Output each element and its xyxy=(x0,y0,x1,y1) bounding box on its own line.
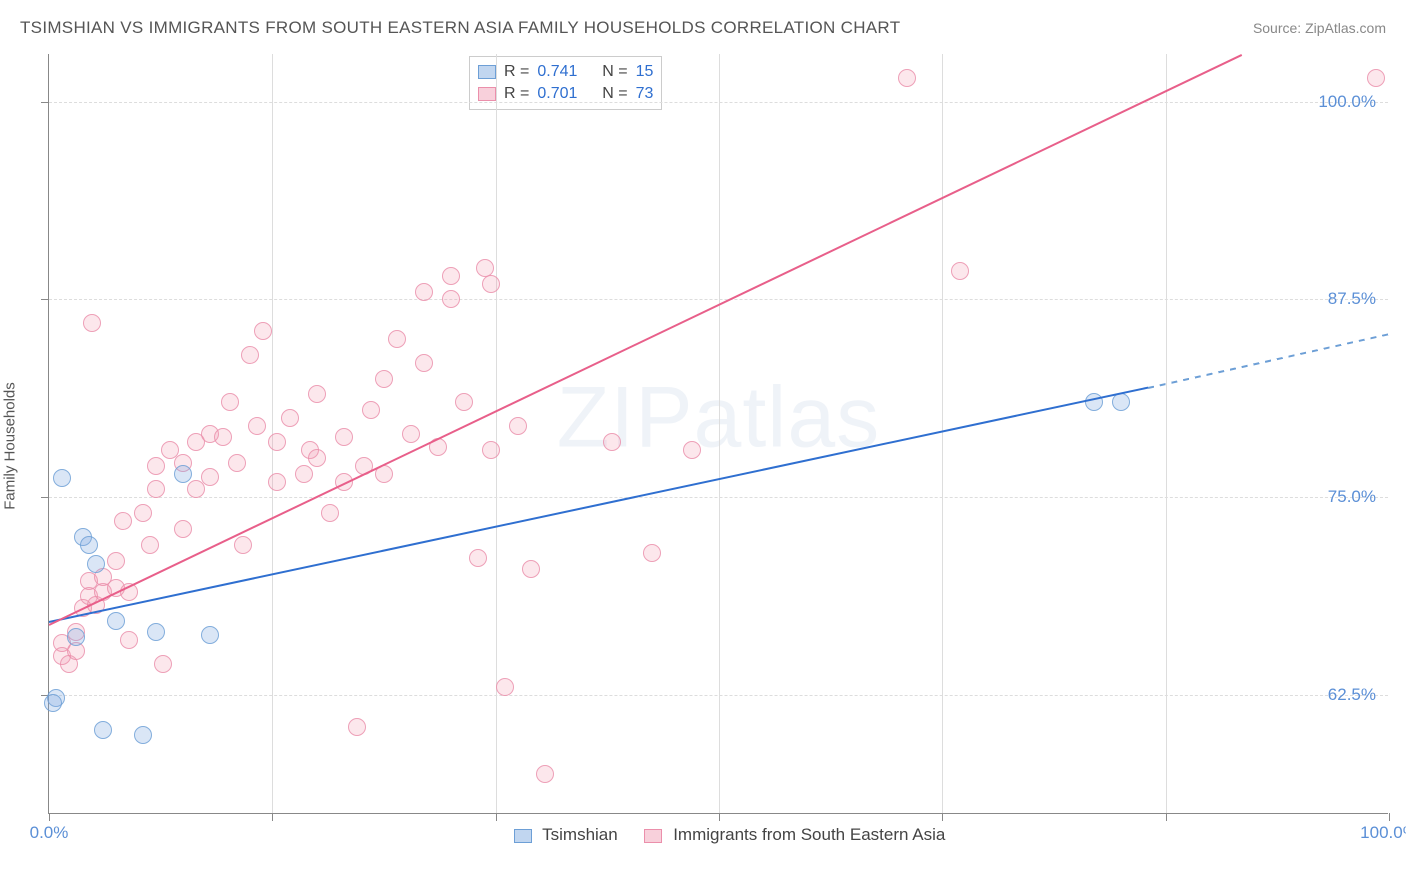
data-point-pink xyxy=(214,428,232,446)
swatch-pink-icon xyxy=(644,829,662,843)
y-tick-label: 62.5% xyxy=(1328,685,1376,705)
data-point-blue xyxy=(201,626,219,644)
data-point-pink xyxy=(362,401,380,419)
data-point-pink xyxy=(201,468,219,486)
trendline-blue xyxy=(49,387,1148,623)
gridline-v xyxy=(719,54,720,813)
data-point-pink xyxy=(442,267,460,285)
data-point-blue xyxy=(94,721,112,739)
data-point-pink xyxy=(951,262,969,280)
data-point-pink xyxy=(308,385,326,403)
y-tick-label: 100.0% xyxy=(1318,92,1376,112)
y-tick xyxy=(41,102,49,103)
data-point-pink xyxy=(482,441,500,459)
chart-header: TSIMSHIAN VS IMMIGRANTS FROM SOUTH EASTE… xyxy=(20,18,1386,38)
gridline-v xyxy=(496,54,497,813)
data-point-pink xyxy=(455,393,473,411)
x-tick-label: 0.0% xyxy=(30,823,69,843)
data-point-pink xyxy=(321,504,339,522)
x-tick xyxy=(496,813,497,821)
data-point-pink xyxy=(295,465,313,483)
data-point-pink xyxy=(415,354,433,372)
data-point-pink xyxy=(482,275,500,293)
data-point-pink xyxy=(388,330,406,348)
data-point-pink xyxy=(402,425,420,443)
scatter-plot: ZIPatlas R = 0.741 N = 15 R = 0.701 N = … xyxy=(48,54,1388,814)
swatch-pink-icon xyxy=(478,87,496,101)
data-point-pink xyxy=(228,454,246,472)
data-point-blue xyxy=(174,465,192,483)
data-point-pink xyxy=(683,441,701,459)
data-point-pink xyxy=(268,473,286,491)
data-point-blue xyxy=(134,726,152,744)
data-point-blue xyxy=(80,536,98,554)
x-tick xyxy=(719,813,720,821)
swatch-blue-icon xyxy=(514,829,532,843)
y-tick-label: 75.0% xyxy=(1328,487,1376,507)
data-point-blue xyxy=(44,694,62,712)
data-point-pink xyxy=(1367,69,1385,87)
data-point-blue xyxy=(87,555,105,573)
y-tick xyxy=(41,299,49,300)
data-point-pink xyxy=(114,512,132,530)
legend-label-blue: Tsimshian xyxy=(542,825,618,844)
gridline-v xyxy=(942,54,943,813)
data-point-pink xyxy=(120,631,138,649)
x-tick xyxy=(1166,813,1167,821)
data-point-pink xyxy=(335,428,353,446)
data-point-blue xyxy=(147,623,165,641)
chart-source: Source: ZipAtlas.com xyxy=(1253,20,1386,36)
data-point-pink xyxy=(241,346,259,364)
data-point-pink xyxy=(522,560,540,578)
trendline-blue-dashed xyxy=(1148,333,1390,389)
x-tick xyxy=(1389,813,1390,821)
data-point-pink xyxy=(107,552,125,570)
data-point-pink xyxy=(281,409,299,427)
data-point-pink xyxy=(348,718,366,736)
data-point-pink xyxy=(469,549,487,567)
data-point-pink xyxy=(234,536,252,554)
data-point-pink xyxy=(83,314,101,332)
data-point-blue xyxy=(53,469,71,487)
series-legend: Tsimshian Immigrants from South Eastern … xyxy=(49,825,1388,845)
data-point-pink xyxy=(268,433,286,451)
data-point-pink xyxy=(221,393,239,411)
data-point-pink xyxy=(603,433,621,451)
data-point-pink xyxy=(509,417,527,435)
data-point-pink xyxy=(442,290,460,308)
x-tick xyxy=(49,813,50,821)
swatch-blue-icon xyxy=(478,65,496,79)
data-point-pink xyxy=(147,457,165,475)
chart-title: TSIMSHIAN VS IMMIGRANTS FROM SOUTH EASTE… xyxy=(20,18,900,38)
trendline-pink xyxy=(49,54,1242,626)
data-point-pink xyxy=(643,544,661,562)
data-point-pink xyxy=(415,283,433,301)
data-point-pink xyxy=(174,520,192,538)
gridline-v xyxy=(1166,54,1167,813)
x-tick xyxy=(272,813,273,821)
data-point-pink xyxy=(308,449,326,467)
data-point-blue xyxy=(107,612,125,630)
y-axis-label: Family Households xyxy=(2,382,19,510)
data-point-pink xyxy=(496,678,514,696)
data-point-blue xyxy=(67,628,85,646)
data-point-pink xyxy=(375,370,393,388)
x-tick-label: 100.0% xyxy=(1360,823,1406,843)
data-point-pink xyxy=(536,765,554,783)
data-point-pink xyxy=(248,417,266,435)
data-point-blue xyxy=(1112,393,1130,411)
legend-row-blue: R = 0.741 N = 15 xyxy=(478,61,653,83)
data-point-pink xyxy=(898,69,916,87)
legend-label-pink: Immigrants from South Eastern Asia xyxy=(673,825,945,844)
data-point-pink xyxy=(254,322,272,340)
y-tick-label: 87.5% xyxy=(1328,289,1376,309)
data-point-pink xyxy=(134,504,152,522)
x-tick xyxy=(942,813,943,821)
data-point-pink xyxy=(154,655,172,673)
data-point-pink xyxy=(141,536,159,554)
y-tick xyxy=(41,497,49,498)
data-point-pink xyxy=(147,480,165,498)
